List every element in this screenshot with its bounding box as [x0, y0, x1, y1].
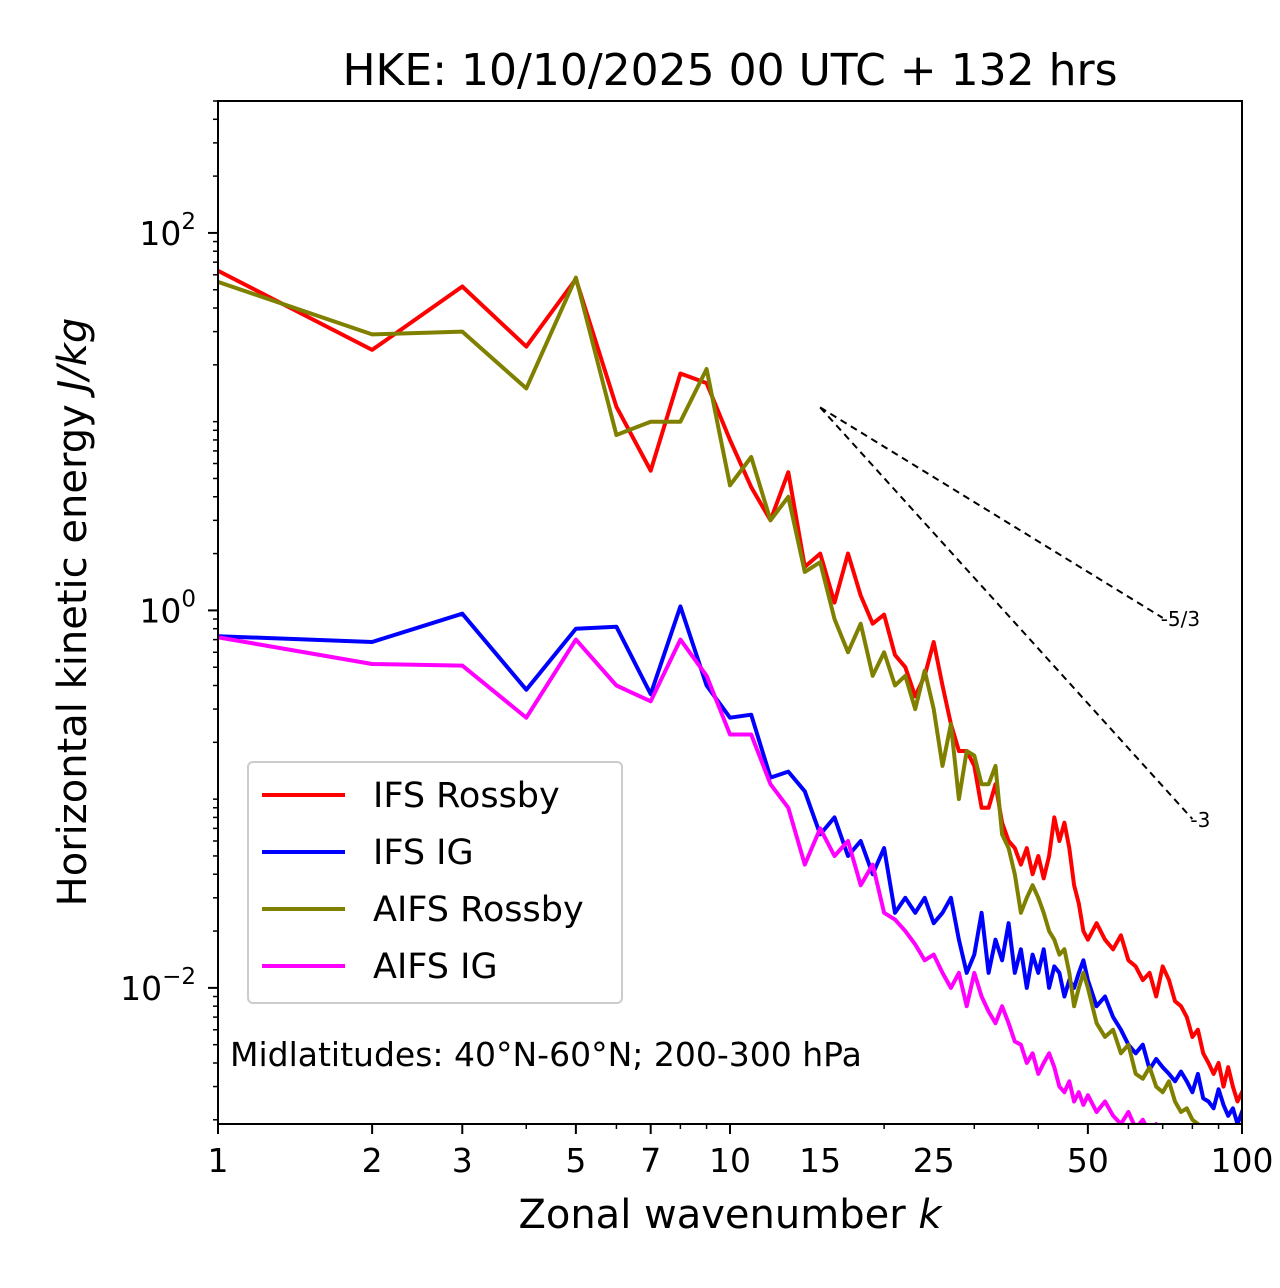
- series-layer: [218, 268, 1242, 1124]
- x-axis-label-var: k: [918, 1192, 943, 1238]
- x-tick-label: 10: [709, 1141, 751, 1180]
- legend-label: AIFS Rossby: [373, 890, 584, 930]
- y-axis-label: Horizontal kinetic energy J/kg: [50, 318, 96, 907]
- reference-line-label-1: -5/3: [1161, 607, 1200, 631]
- x-tick-label: 7: [640, 1141, 661, 1180]
- x-axis-label-text: Zonal wavenumber: [518, 1192, 906, 1238]
- y-axis-label-units: J/kg: [50, 318, 96, 399]
- y-axis-label-text: Horizontal kinetic energy: [50, 404, 96, 906]
- y-tick-label: 100: [139, 586, 196, 630]
- y-axis-ticks: 10−2 100 102: [120, 100, 218, 1121]
- reference-line-label-2: -3: [1190, 808, 1210, 832]
- legend-label: AIFS IG: [373, 947, 498, 987]
- legend-label: IFS IG: [373, 833, 474, 873]
- y-tick-label: 10−2: [120, 964, 196, 1008]
- legend-box: [247, 761, 623, 1004]
- x-axis-ticks: 1 2 3 5 7 10 15 25 50 100: [208, 1124, 1274, 1180]
- x-tick-label: 2: [362, 1141, 383, 1180]
- series-line-ifs-rossby: [218, 268, 1242, 1104]
- x-tick-label: 50: [1067, 1141, 1109, 1180]
- series-line-aifs-ig: [218, 635, 1159, 1124]
- series-line-ifs-ig: [218, 604, 1242, 1124]
- x-axis-label: Zonal wavenumber k: [518, 1192, 943, 1238]
- x-tick-label: 5: [565, 1141, 586, 1180]
- chart-title: HKE: 10/10/2025 00 UTC + 132 hrs: [342, 45, 1117, 96]
- reference-slope-layer: -5/3 -3: [819, 406, 1210, 832]
- region-annotation: Midlatitudes: 40°N-60°N; 200-300 hPa: [230, 1035, 862, 1074]
- x-tick-label: 15: [799, 1141, 841, 1180]
- x-tick-label: 3: [452, 1141, 473, 1180]
- legend-label: IFS Rossby: [373, 776, 560, 816]
- series-line-aifs-rossby: [218, 275, 1202, 1124]
- x-tick-label: 25: [913, 1141, 955, 1180]
- reference-line-slope-2: [819, 406, 1194, 820]
- y-tick-label: 102: [139, 209, 196, 253]
- legend: IFS Rossby IFS IG AIFS Rossby AIFS IG: [247, 761, 623, 1004]
- x-tick-label: 1: [208, 1141, 229, 1180]
- x-tick-label: 100: [1211, 1141, 1274, 1180]
